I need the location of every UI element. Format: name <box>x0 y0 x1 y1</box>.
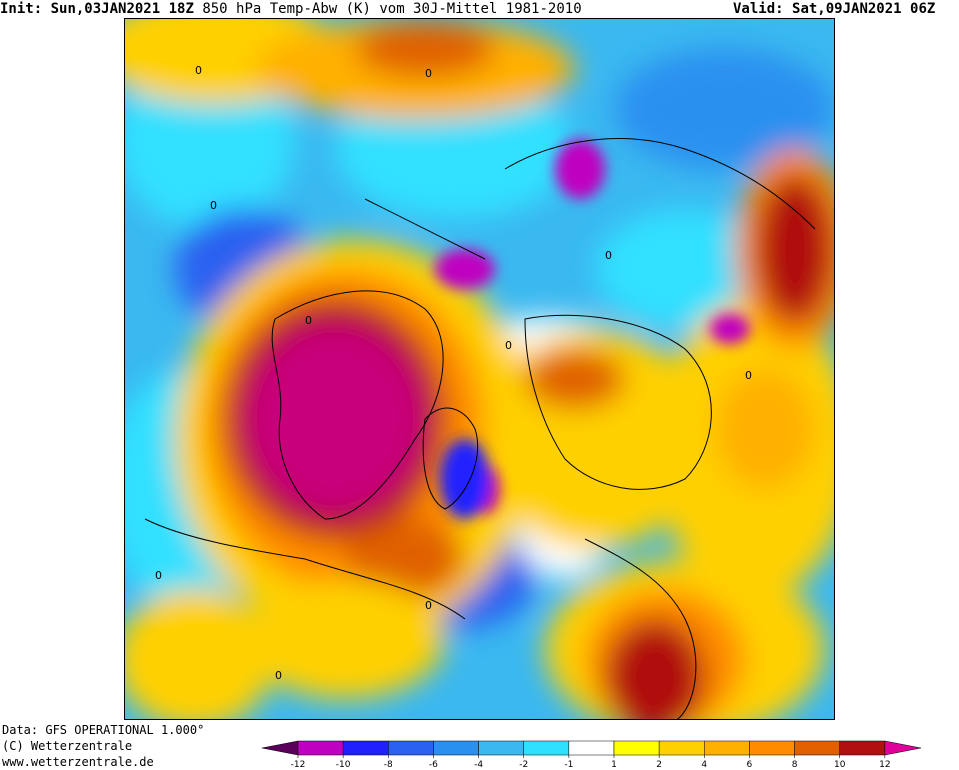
legend-tick-label: 6 <box>747 760 753 770</box>
init-value: Sun,03JAN2021 18Z <box>50 1 194 17</box>
legend-swatch <box>433 740 479 756</box>
svg-text:0: 0 <box>210 199 217 212</box>
legend-tick-label: 1 <box>611 760 617 770</box>
init-label: Init: <box>0 1 43 17</box>
coastlines <box>144 138 816 719</box>
legend-tick-label: -12 <box>291 760 306 770</box>
svg-text:0: 0 <box>305 314 312 327</box>
legend-tick-label: -4 <box>474 760 483 770</box>
legend-tick-label: -10 <box>336 760 351 770</box>
legend-arrow-low <box>261 740 299 756</box>
legend-tick-label: -2 <box>519 760 528 770</box>
legend-tick-label: 4 <box>701 760 707 770</box>
copyright: (C) Wetterzentrale <box>2 739 133 753</box>
legend-tick-label: 10 <box>834 760 846 770</box>
anomaly-field: 0 0 0 0 0 0 0 0 0 0 <box>125 19 834 719</box>
legend-swatch <box>297 740 344 756</box>
legend-tick-label: 12 <box>879 760 890 770</box>
legend-tick-label: -1 <box>564 760 573 770</box>
temperature-anomaly-map: 0 0 0 0 0 0 0 0 0 0 <box>124 18 835 720</box>
legend-tick-label: 8 <box>792 760 798 770</box>
legend-swatch <box>794 740 840 756</box>
legend-arrow-high <box>884 740 922 756</box>
legend-swatch <box>568 740 615 756</box>
chart-title: 850 hPa Temp-Abw (K) vom 30J-Mittel 1981… <box>202 1 582 17</box>
legend-swatch <box>704 740 750 756</box>
legend-tick-label: 2 <box>656 760 662 770</box>
header-left: Init: Sun,03JAN2021 18Z 850 hPa Temp-Abw… <box>0 0 582 18</box>
legend-swatch <box>388 740 434 756</box>
svg-text:0: 0 <box>505 339 512 352</box>
legend-swatch <box>342 740 389 756</box>
svg-text:0: 0 <box>195 64 202 77</box>
data-source: Data: GFS OPERATIONAL 1.000° <box>2 723 205 737</box>
website: www.wetterzentrale.de <box>2 755 154 769</box>
svg-text:0: 0 <box>275 669 282 682</box>
svg-text:0: 0 <box>425 67 432 80</box>
legend-swatch <box>749 740 795 756</box>
zero-contour-labels: 0 0 0 0 0 0 0 0 0 0 <box>155 64 752 682</box>
svg-text:0: 0 <box>425 599 432 612</box>
legend-tick-label: -6 <box>429 760 438 770</box>
legend-swatch <box>478 740 524 756</box>
svg-text:0: 0 <box>745 369 752 382</box>
svg-text:0: 0 <box>605 249 612 262</box>
legend-swatch <box>613 740 660 756</box>
valid-value: Sat,09JAN2021 06Z <box>792 1 936 17</box>
legend-tick-label: -8 <box>384 760 393 770</box>
svg-text:0: 0 <box>155 569 162 582</box>
legend-swatch <box>839 740 886 756</box>
legend-swatch <box>658 740 705 756</box>
valid-label: Valid: <box>733 1 784 17</box>
legend-swatch <box>523 740 570 756</box>
color-legend: -12 -10 -8 -6 -4 -2 -1 1 2 4 6 8 10 12 <box>261 740 922 770</box>
header-right: Valid: Sat,09JAN2021 06Z <box>733 0 935 18</box>
